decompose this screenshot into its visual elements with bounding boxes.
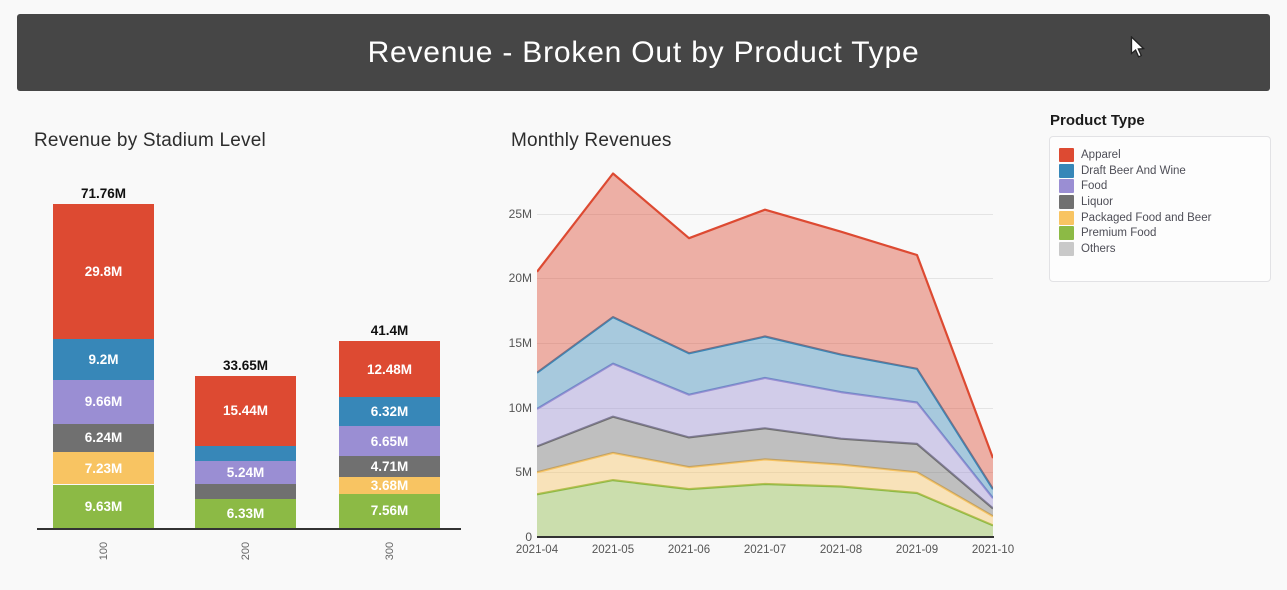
bar-chart-title: Revenue by Stadium Level (34, 130, 266, 151)
area-series-line-apparel (537, 172, 993, 459)
bar-segment-food[interactable]: 5.24M (195, 460, 296, 485)
bar-segment-value-label: 3.68M (370, 478, 409, 494)
bar-chart-x-axis (37, 528, 461, 530)
legend-item-food[interactable]: Food (1059, 178, 1270, 194)
bar-segment-food[interactable]: 9.66M (53, 380, 154, 424)
legend-label: Others (1081, 242, 1116, 255)
legend-item-packaged_food_and_beer[interactable]: Packaged Food and Beer (1059, 210, 1270, 226)
bar-segment-value-label: 29.8M (84, 263, 123, 279)
bar-total-label: 71.76M (80, 186, 127, 201)
dashboard-header: Revenue - Broken Out by Product Type (17, 14, 1270, 91)
legend-panel: Apparel Draft Beer And Wine Food Liquor Pack… (1049, 136, 1271, 282)
y-axis-tick-label: 5M (515, 465, 532, 480)
x-axis-tick-label: 2021-07 (743, 544, 787, 556)
area-chart-title: Monthly Revenues (511, 130, 672, 151)
area-series-apparel[interactable] (537, 173, 993, 490)
legend-swatch-food (1059, 179, 1074, 194)
area-series-food[interactable] (537, 363, 993, 509)
dashboard-title: Revenue - Broken Out by Product Type (367, 35, 920, 69)
bar-segment-value-label: 6.65M (370, 433, 409, 449)
y-axis-tick-label: 0 (525, 530, 532, 544)
bar-segment-premium_food[interactable]: 6.33M (195, 499, 296, 528)
x-axis-tick-label: 2021-10 (971, 544, 1015, 556)
bar-segment-draft_beer_and_wine[interactable] (195, 445, 296, 461)
bar-total-label: 41.4M (370, 323, 409, 339)
bar-segment-value-label: 9.63M (84, 498, 123, 514)
bar-segment-packaged_food_and_beer[interactable]: 7.23M (53, 451, 154, 485)
bar-segment-value-label: 7.23M (84, 460, 123, 476)
area-chart-x-axis (537, 536, 994, 538)
bar-segment-liquor[interactable] (195, 484, 296, 500)
bar-segment-apparel[interactable]: 15.44M (195, 376, 296, 446)
gridline (537, 407, 993, 409)
gridline (537, 472, 993, 474)
legend-title: Product Type (1050, 112, 1145, 129)
bar-segment-value-label: 15.44M (222, 403, 269, 419)
bar-category-label: 300 (383, 541, 396, 561)
bar-segment-value-label: 12.48M (366, 361, 413, 377)
legend-item-draft_beer_and_wine[interactable]: Draft Beer And Wine (1059, 163, 1270, 179)
area-chart-svg[interactable] (537, 166, 993, 537)
gridline (537, 343, 993, 344)
bar-segment-value-label: 9.66M (84, 394, 123, 410)
bar-category-label: 200 (239, 541, 252, 561)
y-axis-tick-label: 25M (508, 206, 532, 221)
bar-segment-liquor[interactable]: 6.24M (53, 423, 154, 452)
area-series-line-liquor (537, 415, 993, 510)
legend-swatch-packaged_food_and_beer (1059, 210, 1074, 225)
bar-category-label: 100 (97, 541, 110, 561)
bar-segment-food[interactable]: 6.65M (339, 426, 440, 456)
legend-label: Apparel (1081, 148, 1121, 161)
legend-item-liquor[interactable]: Liquor (1059, 194, 1270, 210)
area-series-line-draft_beer_and_wine (537, 316, 993, 490)
bar-total-label: 33.65M (222, 358, 269, 374)
mouse-cursor-icon (1130, 36, 1146, 58)
bar-segment-value-label: 7.56M (370, 503, 409, 519)
gridline (537, 213, 993, 215)
bar-segment-value-label: 6.33M (226, 506, 265, 522)
area-series-line-packaged_food_and_beer (537, 451, 993, 518)
bar-segment-apparel[interactable]: 12.48M (339, 341, 440, 398)
legend-item-premium_food[interactable]: Premium Food (1059, 225, 1270, 241)
y-axis-tick-label: 10M (508, 400, 532, 415)
x-axis-tick-label: 2021-04 (515, 544, 559, 556)
bar-segment-value-label: 6.32M (370, 404, 409, 420)
area-series-line-premium_food (537, 479, 993, 527)
bar-segment-value-label: 4.71M (370, 459, 409, 475)
y-axis-tick-label: 20M (508, 271, 532, 286)
legend-item-apparel[interactable]: Apparel (1059, 147, 1270, 163)
bar-segment-premium_food[interactable]: 7.56M (339, 493, 440, 528)
legend-item-others[interactable]: Others (1059, 241, 1270, 257)
y-axis-tick-label: 15M (508, 336, 532, 350)
gridline (537, 278, 993, 280)
bar-segment-draft_beer_and_wine[interactable]: 6.32M (339, 397, 440, 426)
legend-label: Premium Food (1081, 227, 1157, 240)
x-axis-tick-label: 2021-05 (591, 544, 635, 556)
legend-swatch-others (1059, 241, 1074, 256)
bar-segment-liquor[interactable]: 4.71M (339, 456, 440, 478)
legend-label: Liquor (1081, 195, 1113, 208)
bar-segment-packaged_food_and_beer[interactable]: 3.68M (339, 477, 440, 494)
legend-swatch-draft_beer_and_wine (1059, 163, 1074, 178)
x-axis-tick-label: 2021-08 (819, 544, 863, 556)
bar-segment-premium_food[interactable]: 9.63M (53, 484, 154, 528)
area-series-packaged_food_and_beer[interactable] (537, 452, 993, 526)
bar-segment-value-label: 5.24M (226, 465, 265, 481)
legend-swatch-liquor (1059, 194, 1074, 209)
area-series-line-food (537, 362, 993, 499)
bar-segment-value-label: 6.24M (84, 430, 123, 446)
x-axis-tick-label: 2021-06 (667, 544, 711, 556)
legend-label: Draft Beer And Wine (1081, 164, 1186, 177)
bar-segment-draft_beer_and_wine[interactable]: 9.2M (53, 338, 154, 381)
x-axis-tick-label: 2021-09 (895, 544, 939, 556)
legend-swatch-apparel (1059, 147, 1074, 162)
bar-segment-apparel[interactable]: 29.8M (53, 204, 154, 339)
bar-segment-value-label: 9.2M (88, 351, 119, 367)
legend-swatch-premium_food (1059, 226, 1074, 241)
legend-label: Packaged Food and Beer (1081, 211, 1212, 224)
area-series-premium_food[interactable] (537, 480, 993, 537)
legend-label: Food (1081, 180, 1108, 193)
